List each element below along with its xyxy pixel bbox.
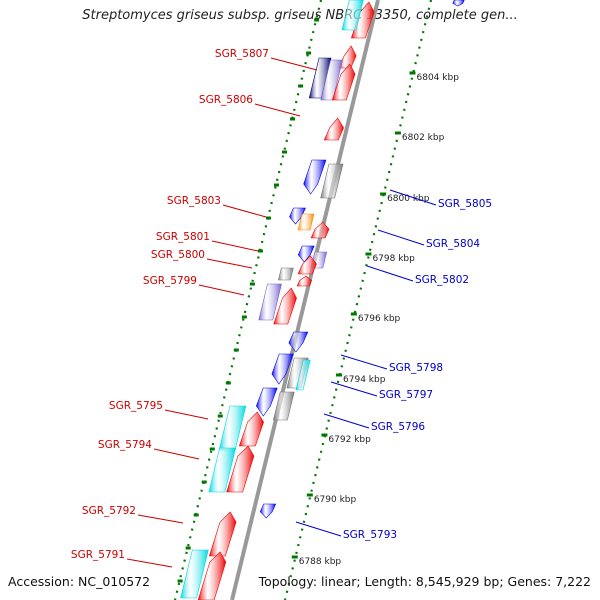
right-gene-label: SGR_5802 [415,274,469,286]
left-gene-label: SGR_5799 [143,275,197,287]
feature-sgr5793 [259,503,277,519]
feature-sgr5797c [295,359,311,391]
left-gene-leader [164,409,209,420]
feature-sgr5805 [320,163,344,199]
left-gene-label: SGR_5795 [109,400,163,412]
feature-sgr5803b [310,221,330,239]
feature-sgr5803 [297,213,315,231]
left-gene-label: SGR_5801 [156,231,210,243]
left-gene-label: SGR_5794 [98,439,152,451]
feature-sgr5796a [256,387,278,417]
left-gene-label: SGR_5803 [167,195,221,207]
feature-sgr5806b [331,63,356,101]
left-gene-leader [211,240,259,252]
left-gene-leader [137,514,184,524]
ruler-tick-label: 6790 kbp [314,495,357,505]
topology-label: Topology: linear; Length: 8,545,929 bp; … [258,574,591,589]
ruler-tick-label: 6798 kbp [372,254,415,264]
right-gene-label: SGR_5798 [389,362,443,374]
left-gene-leader [222,204,267,218]
genome-axis [230,0,380,600]
feature-sgr5797a [271,353,294,385]
left-gene-label: SGR_5792 [82,505,136,517]
ruler-tick-label: 6802 kbp [402,133,445,143]
left-gene-leader [206,258,253,269]
feature-sgr5798 [288,331,309,353]
feature-sgr5806 [323,117,344,141]
ruler-tick-label: 6796 kbp [358,314,401,324]
left-gene-leader [153,448,200,460]
right-gene-leader [340,354,388,370]
ruler-tick-label: 6792 kbp [328,435,371,445]
right-gene-label: SGR_5805 [438,198,492,210]
left-gene-leader [198,284,245,296]
feature-sgr5804 [289,207,306,225]
right-gene-leader [366,265,414,282]
left-gene-label: SGR_5800 [151,249,205,261]
accession-label: Accession: NC_010572 [8,574,151,589]
ruler-tick-label: 6800 kbp [387,194,430,204]
feature-sgr5794b [226,445,255,493]
feature-sgr5791b [197,551,227,600]
genome-title: Streptomyces griseus subsp. griseus NBRC… [82,8,518,23]
left-gene-leader [254,103,301,117]
left-gene-leader [126,558,173,568]
feature-sgr5800 [296,275,312,287]
right-gene-leader [330,381,378,397]
feature-sgr5800b [278,267,294,281]
right-gene-leader [295,521,342,537]
right-gene-leader [389,189,437,206]
feature-sgr5802a [297,245,315,263]
ruler-tick-label: 6788 kbp [299,557,342,567]
feature-sgr5795b [238,411,264,447]
feature-sgr5799 [258,283,282,321]
ruler-tick-label: 6804 kbp [417,73,460,83]
feature-sgr5792 [208,511,237,557]
feature-sgr5796 [273,391,295,421]
feature-sgr5791 [180,549,209,599]
right-gene-label: SGR_5793 [343,529,397,541]
feature-sgr5799b [273,287,297,325]
left-gene-label: SGR_5806 [199,94,253,106]
left-gene-leader [270,57,318,71]
feature-sgr5805a [303,159,327,195]
feature-edge [452,0,465,7]
left-gene-label: SGR_5791 [71,549,125,561]
feature-sgr5808 [341,0,364,31]
ruler-tick-label: 6794 kbp [343,375,386,385]
left-dotted-track [173,0,323,600]
right-gene-leader [323,413,370,429]
feature-sgr5794 [208,447,237,493]
left-gene-label: SGR_5807 [215,48,269,60]
right-gene-label: SGR_5797 [379,389,433,401]
feature-sgr5801 [297,255,317,275]
right-gene-leader [377,229,425,246]
right-gene-label: SGR_5796 [371,421,425,433]
right-gene-label: SGR_5804 [426,238,480,250]
